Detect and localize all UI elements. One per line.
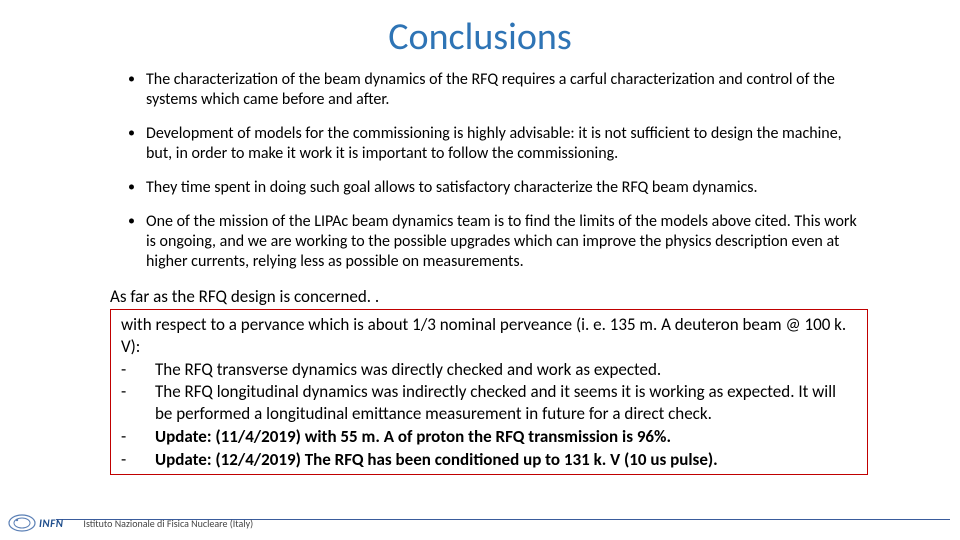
slide-title: Conclusions [0, 0, 960, 70]
bullet-item: They time spent in doing such goal allow… [128, 178, 860, 198]
dash-marker: - [121, 359, 155, 381]
design-box: with respect to a pervance which is abou… [110, 309, 868, 475]
dash-item: - Update: (12/4/2019) The RFQ has been c… [121, 449, 857, 471]
logo-text: INFN [39, 517, 63, 530]
design-intro-text: As far as the RFQ design is concerned. . [0, 286, 960, 307]
footer-caption: Istituto Nazionale di Fisica Nucleare (I… [83, 517, 253, 530]
logo-icon [8, 514, 36, 532]
dash-text: Update: (11/4/2019) with 55 m. A of prot… [155, 426, 857, 448]
dash-item: - Update: (11/4/2019) with 55 m. A of pr… [121, 426, 857, 448]
dash-marker: - [121, 381, 155, 425]
dash-marker: - [121, 449, 155, 471]
footer: INFN Istituto Nazionale di Fisica Nuclea… [0, 512, 960, 534]
dash-text: Update: (12/4/2019) The RFQ has been con… [155, 449, 857, 471]
dash-item: - The RFQ transverse dynamics was direct… [121, 359, 857, 381]
design-preamble: with respect to a pervance which is abou… [121, 314, 857, 358]
bullet-item: Development of models for the commission… [128, 124, 860, 164]
bullet-item: One of the mission of the LIPAc beam dyn… [128, 212, 860, 272]
dash-item: - The RFQ longitudinal dynamics was indi… [121, 381, 857, 425]
bullet-item: The characterization of the beam dynamic… [128, 70, 860, 110]
dash-text: The RFQ transverse dynamics was directly… [155, 359, 857, 381]
bullet-list: The characterization of the beam dynamic… [0, 70, 960, 272]
infn-logo: INFN [8, 514, 63, 532]
dash-marker: - [121, 426, 155, 448]
dash-text: The RFQ longitudinal dynamics was indire… [155, 381, 857, 425]
